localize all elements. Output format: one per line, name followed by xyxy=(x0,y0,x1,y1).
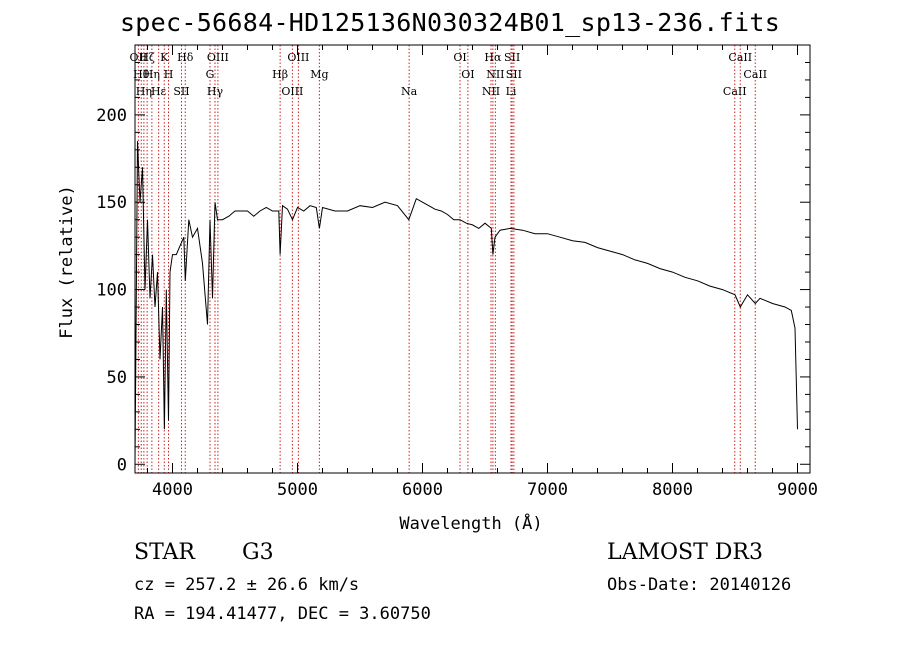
spectral-line-label: G xyxy=(206,68,215,81)
redshift-velocity: cz = 257.2 ± 26.6 km/s xyxy=(134,575,360,595)
y-tick-label: 0 xyxy=(117,455,127,475)
spectral-line-label: SII xyxy=(504,51,520,64)
spectral-line-markers xyxy=(137,45,756,473)
spectral-line-label: K xyxy=(160,51,169,64)
spectral-line-label: OIII xyxy=(281,85,303,98)
spectral-line-label: OI xyxy=(453,51,466,64)
spectral-line-label: OIII xyxy=(287,51,309,64)
spectral-line-label: Hη xyxy=(136,85,152,98)
spectral-line-label: Hα xyxy=(484,51,502,64)
x-tick-label: 6000 xyxy=(402,480,443,500)
spectral-line-label: Hε xyxy=(151,85,167,98)
axis-tick-labels: 4000 5000 6000 7000 8000 9000 0 50 100 150 200 xyxy=(96,106,818,500)
spectral-line-label: Li xyxy=(506,85,517,98)
x-tick-label: 5000 xyxy=(277,480,318,500)
plot-frame xyxy=(134,44,811,474)
object-subclass: G3 xyxy=(242,540,274,565)
spectral-line-label: NII xyxy=(486,68,504,81)
coordinates: RA = 194.41477, DEC = 3.60750 xyxy=(134,604,431,624)
spectral-line-label: NII xyxy=(482,85,500,98)
spectral-line-label: H xyxy=(164,68,174,81)
x-axis-label: Wavelength (Å) xyxy=(399,512,542,534)
spectral-line-label: OII xyxy=(130,51,148,64)
survey-name: LAMOST DR3 xyxy=(607,540,763,565)
y-axis-label: Flux (relative) xyxy=(57,185,77,339)
y-tick-label: 100 xyxy=(96,281,127,301)
y-tick-label: 50 xyxy=(107,368,127,388)
spectral-line-label: Hθ xyxy=(133,68,150,81)
x-tick-label: 9000 xyxy=(777,480,818,500)
spectral-line-label: Hδ xyxy=(177,51,194,64)
object-class: STAR xyxy=(134,540,195,565)
spectral-line-label: CaII xyxy=(728,51,752,64)
spectral-line-labels: OIIHθHηHζHηHεKHSIIHδGHγOIIIHβOIIIOIIIMgN… xyxy=(130,51,768,98)
axis-ticks xyxy=(135,45,810,473)
spectral-line-label: Hζ xyxy=(139,51,155,64)
y-tick-label: 150 xyxy=(96,193,127,213)
chart-title: spec-56684-HD125136N030324B01_sp13-236.f… xyxy=(119,8,781,37)
spectral-line-label: Na xyxy=(401,85,418,98)
spectral-line-label: Hβ xyxy=(272,68,288,81)
y-tick-label: 200 xyxy=(96,106,127,126)
spectral-line-label: OIII xyxy=(207,51,229,64)
spectral-line-label: Hη xyxy=(144,68,160,81)
spectral-line-label: SII xyxy=(506,68,522,81)
spectrum-series-line xyxy=(134,141,798,465)
x-tick-label: 8000 xyxy=(652,480,693,500)
spectral-line-label: Hγ xyxy=(207,85,224,98)
spectral-line-label: OI xyxy=(461,68,474,81)
spectral-line-label: CaII xyxy=(743,68,767,81)
spectral-line-label: Mg xyxy=(310,68,328,81)
observation-date: Obs-Date: 20140126 xyxy=(607,575,792,595)
x-tick-label: 4000 xyxy=(152,480,193,500)
spectral-line-label: CaII xyxy=(723,85,747,98)
x-tick-label: 7000 xyxy=(527,480,568,500)
spectral-line-label: SII xyxy=(173,85,189,98)
